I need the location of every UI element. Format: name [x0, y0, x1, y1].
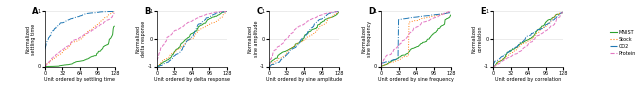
- Text: B: B: [144, 7, 150, 16]
- Text: E: E: [481, 7, 486, 16]
- X-axis label: Unit ordered by sine amplitude: Unit ordered by sine amplitude: [266, 77, 342, 82]
- Y-axis label: Normalized
correlation: Normalized correlation: [472, 25, 483, 53]
- Y-axis label: Normalized
delta response: Normalized delta response: [136, 21, 147, 57]
- Text: D: D: [369, 7, 376, 16]
- X-axis label: Unit ordered by correlation: Unit ordered by correlation: [495, 77, 561, 82]
- Text: C: C: [257, 7, 262, 16]
- Y-axis label: Normalized
sine frequency: Normalized sine frequency: [362, 21, 372, 57]
- X-axis label: Unit ordered by settling time: Unit ordered by settling time: [44, 77, 115, 82]
- Legend: MNIST, Stock, CO2, Protein: MNIST, Stock, CO2, Protein: [608, 28, 637, 58]
- Text: A: A: [32, 7, 38, 16]
- Y-axis label: Normalized
settling time: Normalized settling time: [26, 23, 36, 55]
- X-axis label: Unit ordered by sine frequency: Unit ordered by sine frequency: [378, 77, 454, 82]
- X-axis label: Unit ordered by delta response: Unit ordered by delta response: [154, 77, 230, 82]
- Y-axis label: Normalized
sine amplitude: Normalized sine amplitude: [248, 21, 259, 57]
